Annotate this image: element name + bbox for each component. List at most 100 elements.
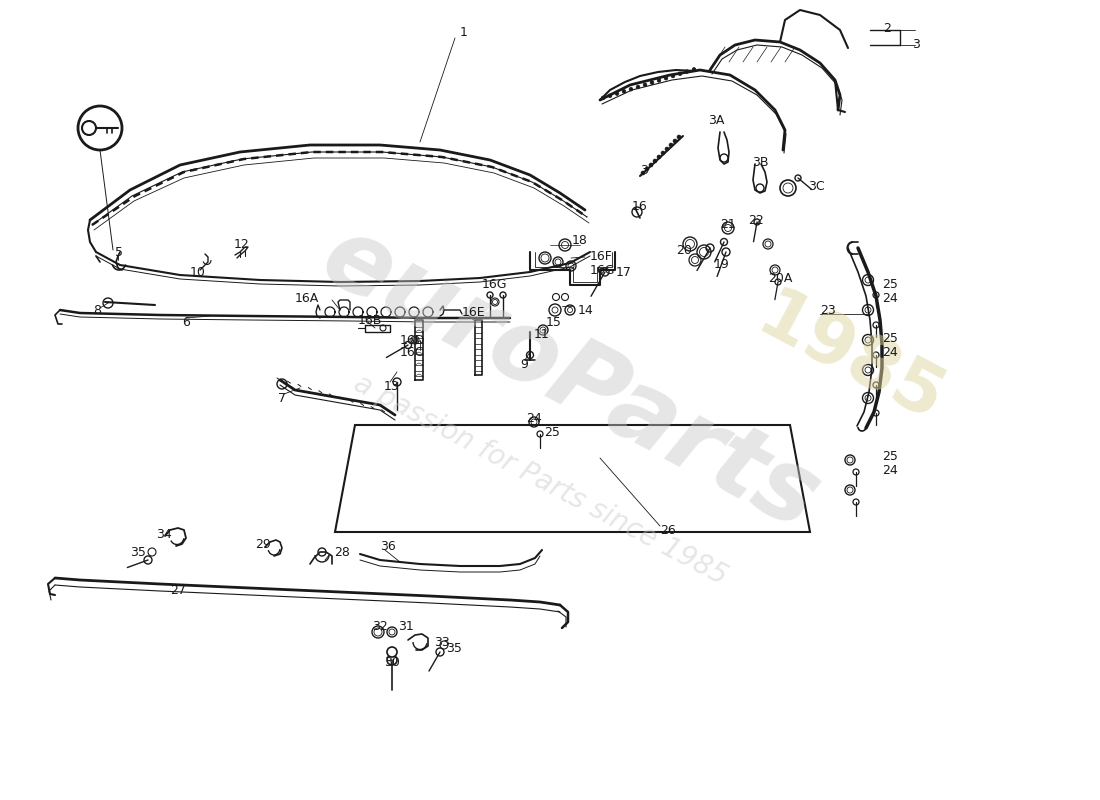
Text: 18: 18 (572, 234, 587, 246)
Text: 22: 22 (748, 214, 763, 226)
Circle shape (720, 238, 727, 246)
Text: 16C: 16C (400, 346, 425, 359)
Text: 26: 26 (660, 523, 675, 537)
Text: 14: 14 (578, 303, 594, 317)
Text: 9: 9 (520, 358, 528, 370)
Text: a passion for Parts since 1985: a passion for Parts since 1985 (349, 370, 732, 590)
Circle shape (873, 382, 879, 388)
Circle shape (666, 147, 669, 151)
Text: 16G: 16G (482, 278, 507, 291)
Text: 3: 3 (912, 38, 920, 50)
Text: 29: 29 (255, 538, 271, 550)
Text: 1: 1 (460, 26, 467, 38)
Circle shape (500, 292, 506, 298)
Text: 25: 25 (544, 426, 560, 438)
Circle shape (549, 304, 561, 316)
Circle shape (641, 171, 645, 175)
Text: 30: 30 (384, 655, 400, 669)
Circle shape (873, 410, 879, 416)
Text: 13: 13 (384, 379, 399, 393)
Circle shape (650, 81, 653, 84)
Circle shape (653, 159, 657, 163)
Text: 3B: 3B (752, 155, 769, 169)
Text: 24: 24 (882, 463, 898, 477)
Circle shape (436, 648, 444, 656)
Circle shape (645, 167, 649, 171)
Circle shape (632, 207, 642, 217)
Text: 16F: 16F (590, 250, 613, 263)
Circle shape (754, 219, 760, 225)
Text: 5: 5 (116, 246, 123, 258)
Text: 33: 33 (434, 635, 450, 649)
Text: 16G: 16G (590, 263, 616, 277)
Text: 3A: 3A (708, 114, 725, 126)
Text: 16A: 16A (295, 291, 319, 305)
Text: 25: 25 (882, 450, 898, 462)
Circle shape (722, 248, 730, 256)
Text: 27: 27 (170, 583, 186, 597)
Circle shape (873, 322, 879, 328)
Circle shape (673, 139, 676, 143)
Circle shape (852, 469, 859, 475)
Circle shape (537, 431, 543, 437)
Text: 21: 21 (720, 218, 736, 230)
Text: 19: 19 (714, 258, 729, 270)
Circle shape (776, 279, 781, 285)
Circle shape (671, 74, 674, 78)
Text: 32: 32 (372, 619, 387, 633)
Text: 8: 8 (94, 303, 101, 317)
Text: 3: 3 (640, 163, 648, 177)
Text: 3C: 3C (808, 179, 825, 193)
Circle shape (487, 292, 493, 298)
Circle shape (629, 87, 632, 91)
Circle shape (393, 378, 402, 386)
Text: 7: 7 (278, 391, 286, 405)
Text: 31: 31 (398, 619, 414, 633)
Text: euroParts: euroParts (305, 209, 835, 551)
Text: 16E: 16E (462, 306, 485, 319)
Text: 1985: 1985 (745, 282, 955, 438)
Text: 24: 24 (882, 346, 898, 358)
Circle shape (636, 86, 640, 89)
Text: 24: 24 (882, 291, 898, 305)
Circle shape (387, 655, 397, 665)
Text: 16B: 16B (358, 314, 383, 326)
Circle shape (679, 72, 682, 75)
Circle shape (706, 244, 714, 252)
Circle shape (692, 68, 696, 71)
Text: 35: 35 (130, 546, 146, 558)
Circle shape (676, 135, 681, 139)
Text: 6: 6 (182, 315, 190, 329)
Circle shape (277, 379, 287, 389)
Circle shape (795, 175, 801, 181)
Circle shape (527, 351, 534, 358)
Text: 25: 25 (882, 331, 898, 345)
Circle shape (601, 268, 609, 276)
Text: 20A: 20A (768, 271, 792, 285)
Circle shape (649, 163, 653, 167)
Circle shape (657, 78, 661, 82)
Circle shape (608, 94, 612, 98)
Circle shape (387, 647, 397, 657)
Circle shape (661, 151, 666, 155)
Circle shape (405, 342, 411, 349)
Text: 17: 17 (616, 266, 631, 278)
Circle shape (565, 305, 575, 315)
Text: 24: 24 (526, 411, 541, 425)
Circle shape (78, 106, 122, 150)
Circle shape (602, 96, 605, 100)
Circle shape (873, 292, 879, 298)
Circle shape (623, 90, 626, 93)
Text: 15: 15 (546, 315, 562, 329)
Circle shape (657, 155, 661, 159)
Circle shape (664, 77, 668, 80)
Text: 28: 28 (334, 546, 350, 558)
Circle shape (318, 548, 326, 556)
Text: 36: 36 (379, 539, 396, 553)
Text: 2: 2 (883, 22, 891, 34)
Text: 23: 23 (820, 303, 836, 317)
Text: 16D: 16D (400, 334, 426, 346)
Circle shape (615, 92, 619, 95)
Text: 11: 11 (534, 327, 550, 341)
Text: 16: 16 (632, 199, 648, 213)
